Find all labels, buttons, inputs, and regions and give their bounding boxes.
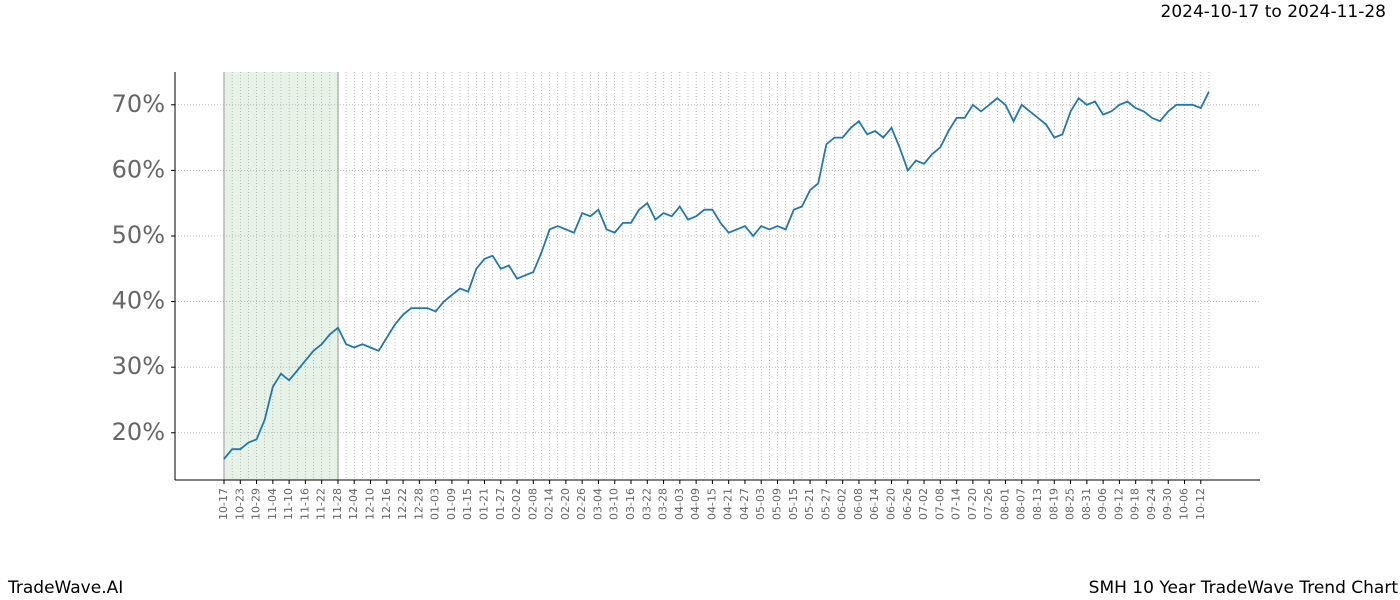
x-tick-label: 03-28 [657, 488, 670, 520]
x-tick-label: 06-02 [836, 488, 849, 520]
x-tick-label: 12-10 [364, 488, 377, 520]
x-tick-label: 04-03 [673, 488, 686, 520]
x-tick-label: 03-16 [624, 488, 637, 520]
x-tick-label: 08-13 [1031, 488, 1044, 520]
x-tick-label: 02-26 [575, 488, 588, 520]
x-tick-label: 02-08 [526, 488, 539, 520]
x-tick-label: 07-20 [966, 488, 979, 520]
x-tick-label: 06-14 [868, 488, 881, 520]
x-tick-label: 04-15 [705, 488, 718, 520]
x-tick-label: 01-03 [429, 488, 442, 520]
x-tick-label: 04-09 [689, 488, 702, 520]
x-tick-label: 10-06 [1178, 488, 1191, 520]
x-tick-label: 08-01 [998, 488, 1011, 520]
x-tick-label: 01-15 [461, 488, 474, 520]
x-tick-label: 02-20 [559, 488, 572, 520]
x-tick-label: 12-04 [347, 488, 360, 520]
x-tick-label: 11-16 [298, 488, 311, 520]
x-tick-label: 05-27 [819, 488, 832, 520]
x-tick-label: 06-26 [901, 488, 914, 520]
footer-right: SMH 10 Year TradeWave Trend Chart [1089, 578, 1399, 598]
x-tick-label: 03-22 [640, 488, 653, 520]
x-tick-label: 06-08 [852, 488, 865, 520]
chart-title: 2024-10-17 to 2024-11-28 [1161, 2, 1386, 22]
x-tick-label: 12-22 [396, 488, 409, 520]
x-tick-label: 08-07 [1015, 488, 1028, 520]
x-tick-label: 01-27 [494, 488, 507, 520]
x-tick-label: 03-04 [591, 488, 604, 520]
x-tick-label: 04-27 [738, 488, 751, 520]
y-tick-label: 60% [112, 155, 165, 183]
x-tick-label: 11-22 [315, 488, 328, 520]
x-tick-label: 03-10 [608, 488, 621, 520]
x-tick-label: 11-10 [282, 488, 295, 520]
x-tick-label: 09-18 [1129, 488, 1142, 520]
x-tick-label: 08-25 [1064, 488, 1077, 520]
x-tick-label: 09-24 [1145, 488, 1158, 520]
x-tick-label: 05-09 [771, 488, 784, 520]
x-tick-label: 06-20 [884, 488, 897, 520]
y-tick-label: 30% [112, 352, 165, 380]
x-tick-label: 10-23 [233, 488, 246, 520]
x-tick-label: 07-08 [933, 488, 946, 520]
x-tick-label: 11-28 [331, 488, 344, 520]
x-tick-label: 10-12 [1194, 488, 1207, 520]
x-tick-label: 04-21 [722, 488, 735, 520]
x-tick-label: 08-31 [1080, 488, 1093, 520]
x-tick-label: 01-21 [477, 488, 490, 520]
x-tick-label: 02-14 [543, 488, 556, 520]
y-tick-label: 20% [112, 418, 165, 446]
x-tick-label: 08-19 [1047, 488, 1060, 520]
x-tick-label: 10-17 [217, 488, 230, 520]
x-tick-label: 07-14 [950, 488, 963, 520]
y-tick-label: 40% [112, 287, 165, 315]
x-tick-label: 05-03 [754, 488, 767, 520]
x-tick-label: 09-12 [1112, 488, 1125, 520]
x-tick-label: 05-21 [803, 488, 816, 520]
y-tick-label: 50% [112, 221, 165, 249]
x-tick-label: 01-09 [445, 488, 458, 520]
x-tick-label: 12-28 [412, 488, 425, 520]
trend-line [223, 91, 1210, 460]
x-tick-label: 07-26 [982, 488, 995, 520]
footer-left: TradeWave.AI [7, 578, 123, 598]
x-tick-label: 05-15 [787, 488, 800, 520]
x-tick-label: 10-29 [250, 488, 263, 520]
y-tick-label: 70% [112, 90, 165, 118]
x-tick-label: 09-30 [1161, 488, 1174, 520]
x-tick-label: 09-06 [1096, 488, 1109, 520]
x-tick-label: 02-02 [510, 488, 523, 520]
x-tick-label: 11-04 [266, 488, 279, 520]
x-tick-label: 12-16 [380, 488, 393, 520]
x-tick-label: 07-02 [917, 488, 930, 520]
